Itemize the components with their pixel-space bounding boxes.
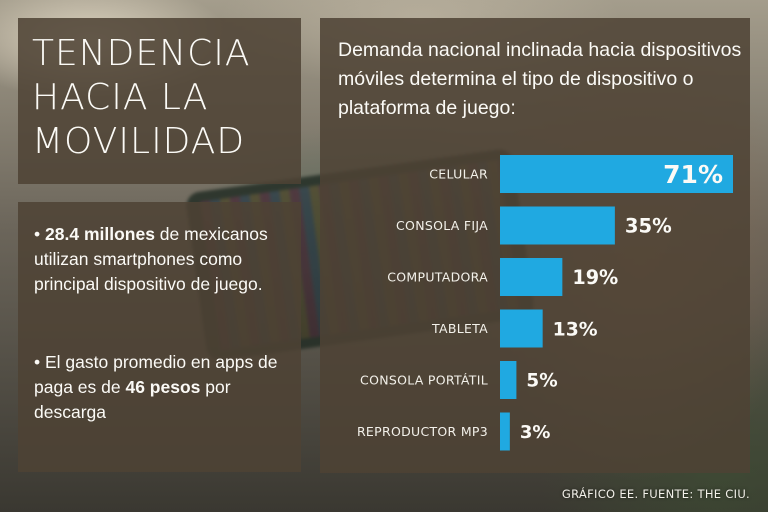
category-label: COMPUTADORA bbox=[387, 270, 488, 285]
category-label: REPRODUCTOR MP3 bbox=[357, 424, 488, 439]
bar-chart: CELULAR 71% CONSOLA FIJA 35% COMPUTADORA 19% T… bbox=[357, 155, 733, 451]
fact-bullet: • bbox=[34, 224, 41, 244]
fact-text: El gasto promedio en apps de paga es de bbox=[34, 352, 278, 397]
fact-highlight: 28.4 millones bbox=[45, 224, 155, 244]
bar-reproductor-mp3 bbox=[500, 412, 510, 451]
value-label: 35% bbox=[625, 215, 672, 238]
value-label: 3% bbox=[520, 422, 551, 443]
bar-tableta bbox=[500, 309, 543, 348]
category-label: CELULAR bbox=[429, 167, 488, 182]
bar-consola-fija bbox=[500, 206, 615, 245]
headline: TENDENCIA HACIA LA MOVILIDAD bbox=[32, 33, 251, 162]
facts-panel: • 28.4 millones de mexicanos utilizan sm… bbox=[18, 202, 301, 472]
category-label: TABLETA bbox=[431, 321, 488, 336]
chart-panel: Demanda nacional inclinada hacia disposi… bbox=[320, 18, 750, 473]
value-label: 19% bbox=[572, 266, 618, 289]
bar-celular bbox=[500, 155, 733, 193]
fact-smartphone-users: • 28.4 millones de mexicanos utilizan sm… bbox=[34, 222, 290, 297]
category-label: CONSOLA FIJA bbox=[396, 218, 488, 233]
source-credit: GRÁFICO EE. FUENTE: THE CIU. bbox=[561, 487, 750, 501]
fact-text: por descarga bbox=[34, 377, 231, 422]
value-label: 13% bbox=[553, 319, 598, 340]
chart-title: Demanda nacional inclinada hacia disposi… bbox=[338, 39, 742, 119]
category-label: CONSOLA PORTÁTIL bbox=[360, 373, 488, 388]
headline-panel: TENDENCIA HACIA LA MOVILIDAD bbox=[18, 18, 301, 184]
fact-text: de mexicanos utilizan smartphones como p… bbox=[34, 224, 268, 294]
fact-app-spending: • El gasto promedio en apps de paga es d… bbox=[34, 350, 290, 425]
fact-bullet: • bbox=[34, 352, 41, 372]
fact-highlight: 46 pesos bbox=[125, 377, 201, 397]
bar-consola-portátil bbox=[500, 361, 517, 399]
value-label: 5% bbox=[526, 371, 557, 392]
value-label: 71% bbox=[663, 160, 723, 189]
bar-computadora bbox=[500, 258, 563, 296]
